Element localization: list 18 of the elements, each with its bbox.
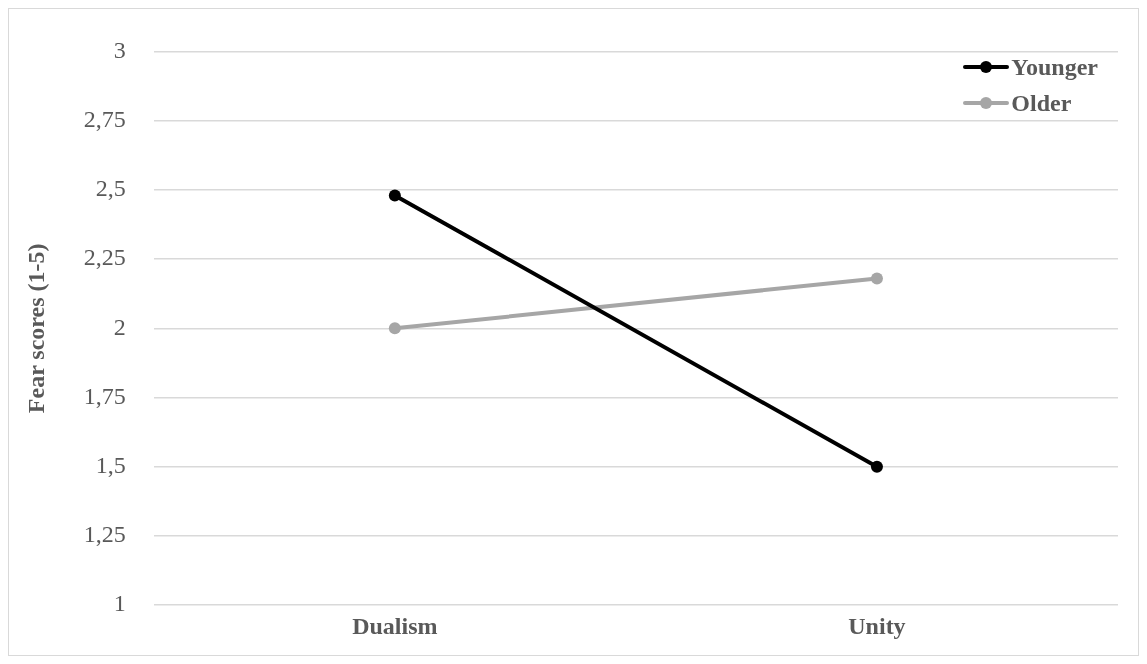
y-tick-label: 3	[113, 36, 126, 63]
point	[870, 460, 883, 473]
legend-label: Younger	[1011, 53, 1098, 81]
y-tick-label: 2,75	[83, 105, 126, 132]
y-tick-label: 2,25	[83, 244, 126, 271]
y-tick-label: 1,25	[83, 521, 126, 548]
point	[870, 272, 883, 285]
point	[388, 322, 401, 335]
y-tick-label: 2,5	[95, 175, 126, 202]
y-tick-label: 1,5	[95, 452, 126, 479]
legend-label: Older	[1011, 89, 1072, 117]
point	[388, 189, 401, 202]
y-tick-label: 1,75	[83, 382, 126, 409]
x-tick-label: Unity	[848, 612, 906, 639]
x-tick-label: Dualism	[352, 612, 438, 639]
y-axis-title: Fear scores (1-5)	[22, 243, 49, 414]
y-tick-label: 1	[113, 590, 126, 617]
y-tick-label: 2	[113, 313, 126, 340]
